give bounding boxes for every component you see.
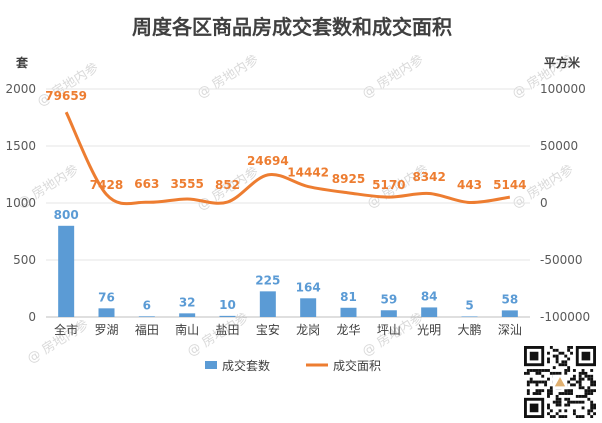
right-tick-label: -50000 bbox=[540, 253, 583, 267]
line-value-label: 7428 bbox=[90, 178, 123, 192]
bar-value-label: 32 bbox=[179, 295, 196, 309]
legend: 成交套数 成交面积 bbox=[205, 358, 381, 373]
line-value-label: 3555 bbox=[170, 177, 203, 191]
bar bbox=[58, 225, 75, 317]
line-value-label: 79659 bbox=[45, 89, 87, 103]
bar bbox=[501, 310, 518, 317]
left-axis-unit: 套 bbox=[15, 55, 29, 70]
bar bbox=[259, 291, 276, 317]
line-value-label: 5144 bbox=[493, 178, 526, 192]
line-value-label: 14442 bbox=[287, 166, 329, 180]
line-value-label: 8342 bbox=[412, 170, 445, 184]
bar-value-label: 10 bbox=[219, 298, 236, 312]
legend-bar-label: 成交套数 bbox=[222, 358, 270, 373]
line-value-label: 663 bbox=[134, 177, 159, 191]
bar-value-label: 59 bbox=[380, 292, 397, 306]
category-label: 罗湖 bbox=[94, 322, 118, 337]
qr-code bbox=[524, 346, 596, 418]
bar-value-label: 800 bbox=[54, 208, 79, 222]
category-label: 宝安 bbox=[256, 322, 280, 337]
category-label: 龙岗 bbox=[296, 323, 320, 337]
category-label: 龙华 bbox=[336, 323, 360, 337]
right-tick-label: 50000 bbox=[540, 139, 578, 153]
right-tick-label: 0 bbox=[540, 196, 548, 210]
chart-title: 周度各区商品房成交套数和成交面积 bbox=[132, 15, 452, 39]
line-value-label: 5170 bbox=[372, 178, 405, 192]
bar bbox=[340, 307, 357, 317]
bar-value-label: 6 bbox=[143, 298, 151, 312]
legend-line-label: 成交面积 bbox=[333, 358, 381, 373]
left-tick-label: 1500 bbox=[5, 139, 36, 153]
category-label: 坪山 bbox=[377, 323, 401, 337]
watermark-text: @ 房地内参 bbox=[194, 52, 261, 102]
line-series-area bbox=[64, 111, 511, 206]
line-value-label: 852 bbox=[215, 178, 240, 192]
right-tick-label: -100000 bbox=[540, 310, 590, 324]
category-label: 大鹏 bbox=[457, 323, 481, 337]
category-label: 盐田 bbox=[215, 323, 239, 337]
category-label: 光明 bbox=[417, 323, 441, 337]
bar bbox=[138, 316, 155, 317]
bar-value-label: 76 bbox=[98, 290, 115, 304]
bar-value-label: 164 bbox=[296, 280, 321, 294]
bar bbox=[461, 316, 478, 317]
category-label: 深汕 bbox=[498, 323, 522, 337]
bar-value-label: 225 bbox=[255, 273, 280, 287]
left-tick-label: 500 bbox=[13, 253, 36, 267]
left-tick-label: 0 bbox=[28, 310, 36, 324]
left-tick-label: 2000 bbox=[5, 82, 36, 96]
category-label: 全市 bbox=[54, 322, 78, 337]
bar-value-label: 84 bbox=[421, 289, 438, 303]
category-label: 南山 bbox=[175, 322, 199, 337]
right-tick-label: 100000 bbox=[540, 82, 586, 96]
legend-bar-swatch bbox=[205, 361, 217, 369]
line-value-label: 24694 bbox=[247, 154, 289, 168]
bar bbox=[380, 310, 397, 317]
bar bbox=[421, 307, 438, 317]
line-value-label: 443 bbox=[457, 178, 482, 192]
bar-value-label: 5 bbox=[465, 298, 473, 312]
category-label: 福田 bbox=[135, 322, 159, 337]
bar bbox=[300, 298, 317, 317]
right-axis-unit: 平方米 bbox=[544, 55, 581, 70]
bar bbox=[179, 313, 196, 317]
bar-value-label: 81 bbox=[340, 290, 357, 304]
line-value-label: 8925 bbox=[332, 172, 365, 186]
bar bbox=[219, 315, 236, 317]
watermark-text: @ 房地内参 bbox=[359, 52, 426, 102]
left-tick-label: 1000 bbox=[5, 196, 36, 210]
bar-value-label: 58 bbox=[501, 292, 518, 306]
bar bbox=[98, 308, 115, 317]
